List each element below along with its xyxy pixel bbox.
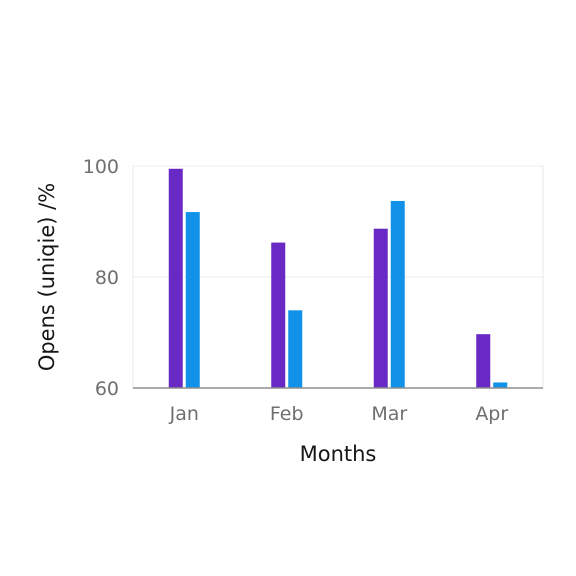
y-tick-label: 100 (83, 156, 119, 178)
bar-apr-series-1 (476, 334, 491, 388)
x-tick-labels: Jan Feb Mar Apr (169, 403, 509, 425)
x-tick-label: Mar (371, 403, 407, 425)
bar-feb-series-1 (271, 242, 286, 388)
y-tick-label: 60 (95, 378, 119, 400)
y-tick-label: 80 (95, 267, 119, 289)
gridlines (133, 165, 543, 278)
bar-jan-series-1 (168, 168, 183, 388)
bar-mar-series-2 (390, 200, 405, 388)
bars (168, 168, 508, 388)
x-tick-label: Jan (169, 403, 199, 425)
bar-jan-series-2 (185, 212, 200, 388)
bar-feb-series-2 (288, 310, 303, 388)
bar-mar-series-1 (373, 228, 388, 388)
y-axis-title: Opens (uniqie) /% (35, 183, 59, 371)
bar-apr-series-2 (493, 382, 508, 388)
x-tick-label: Feb (270, 403, 304, 425)
x-axis-title: Months (300, 442, 377, 466)
x-tick-label: Apr (475, 403, 508, 425)
y-tick-labels: 60 80 100 (83, 156, 119, 400)
